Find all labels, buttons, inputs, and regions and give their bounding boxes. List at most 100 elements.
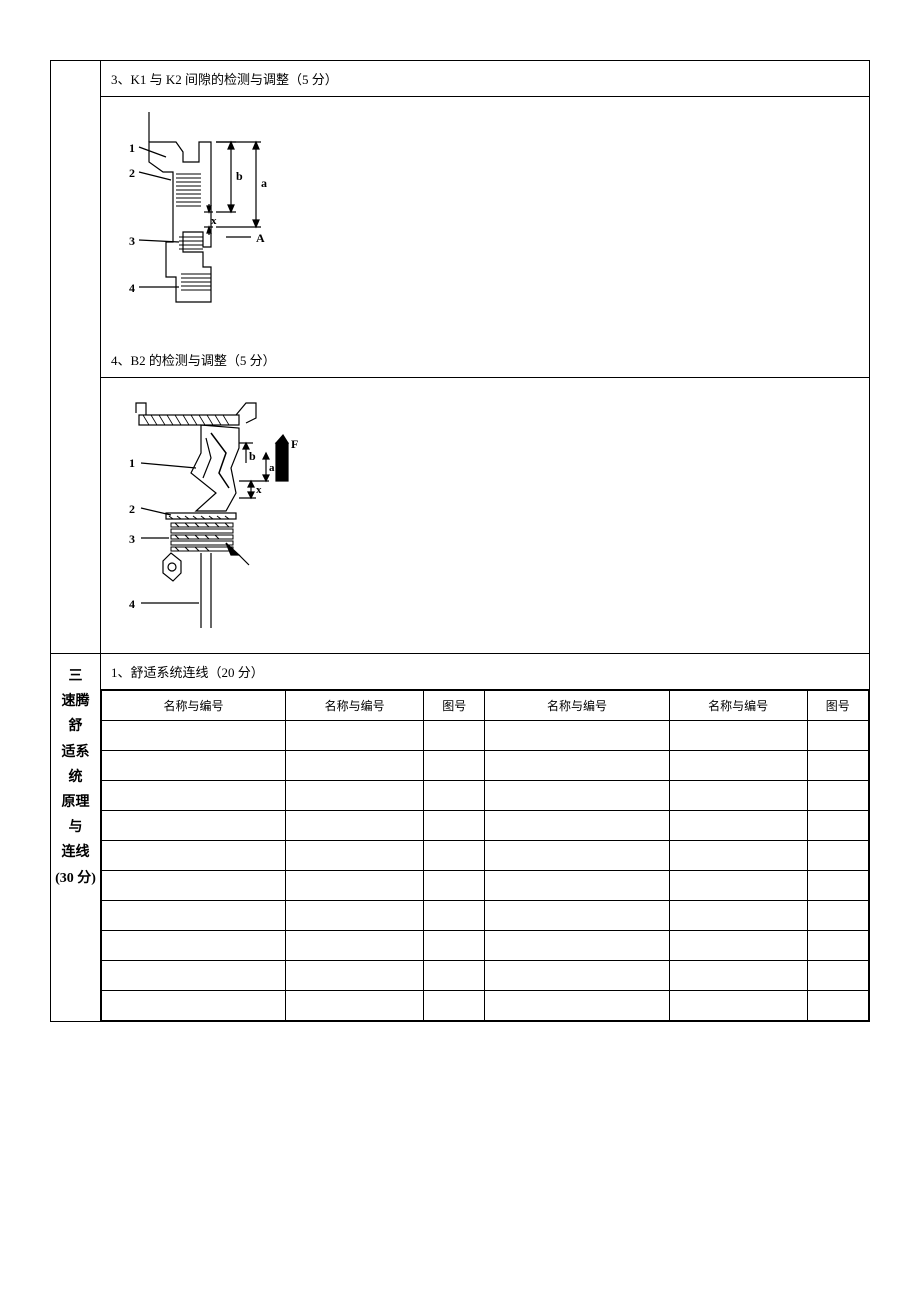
table-cell (102, 721, 286, 751)
side-line4: 原理与 (55, 790, 96, 840)
comfort-table-body (102, 721, 869, 1021)
table-cell (286, 781, 424, 811)
main-layout-table: 3、K1 与 K2 间隙的检测与调整（5 分） (50, 60, 870, 1022)
table-cell (807, 811, 868, 841)
th-fig2: 图号 (807, 691, 868, 721)
table-cell (424, 781, 485, 811)
table-row (102, 991, 869, 1021)
table-cell (485, 811, 669, 841)
side-line6: (30 分) (55, 866, 96, 891)
table-cell (286, 811, 424, 841)
side-line1: 三 (55, 664, 96, 689)
table-cell (286, 721, 424, 751)
diagram2-label-F: F (291, 437, 298, 451)
side-label-cell: 三 速腾舒 适系统 原理与 连线 (30 分) (51, 654, 101, 1022)
diagram-label-A: A (256, 231, 265, 245)
table-row (102, 931, 869, 961)
table-row (102, 841, 869, 871)
diagram-label-x: x (211, 215, 217, 227)
table-cell (286, 991, 424, 1021)
table-cell (102, 901, 286, 931)
table-cell (807, 871, 868, 901)
comfort-system-title: 1、舒适系统连线（20 分） (101, 654, 869, 690)
diagram-label-3: 3 (129, 234, 135, 248)
diagram-label-4: 4 (129, 281, 135, 295)
section-k1k2-title: 3、K1 与 K2 间隙的检测与调整（5 分） (101, 61, 869, 97)
table-cell (807, 991, 868, 1021)
table-cell (669, 841, 807, 871)
section-b2-title: 4、B2 的检测与调整（5 分） (101, 342, 869, 378)
table-cell (485, 931, 669, 961)
diagram-label-a: a (261, 176, 267, 190)
table-cell (102, 781, 286, 811)
diagram2-label-x: x (256, 484, 262, 496)
side-cell-top (51, 61, 101, 654)
table-cell (286, 871, 424, 901)
diagram2-label-b: b (249, 449, 256, 463)
table-cell (424, 931, 485, 961)
diagram-k1k2-container: 1 2 3 4 b a x A (101, 97, 869, 342)
table-cell (102, 751, 286, 781)
th-name3: 名称与编号 (485, 691, 669, 721)
th-name2: 名称与编号 (286, 691, 424, 721)
table-cell (102, 841, 286, 871)
diagram2-label-4: 4 (129, 597, 135, 611)
table-cell (669, 961, 807, 991)
comfort-system-table: 名称与编号 名称与编号 图号 名称与编号 名称与编号 图号 (101, 690, 869, 1021)
side-line2: 速腾舒 (55, 689, 96, 739)
table-cell (669, 931, 807, 961)
table-cell (424, 811, 485, 841)
diagram2-label-a: a (269, 462, 275, 474)
table-cell (424, 901, 485, 931)
table-row (102, 811, 869, 841)
content-top: 3、K1 与 K2 间隙的检测与调整（5 分） (101, 61, 870, 654)
table-cell (669, 751, 807, 781)
diagram-label-2: 2 (129, 166, 135, 180)
table-cell (286, 751, 424, 781)
table-cell (485, 991, 669, 1021)
table-cell (485, 871, 669, 901)
table-cell (424, 961, 485, 991)
diagram2-label-3: 3 (129, 532, 135, 546)
side-line3: 适系统 (55, 740, 96, 790)
table-cell (485, 901, 669, 931)
th-name4: 名称与编号 (669, 691, 807, 721)
diagram-label-b: b (236, 169, 243, 183)
table-cell (807, 961, 868, 991)
table-header-row: 名称与编号 名称与编号 图号 名称与编号 名称与编号 图号 (102, 691, 869, 721)
side-line5: 连线 (55, 840, 96, 865)
table-cell (286, 931, 424, 961)
diagram-b2-container: 1 2 3 4 b a x F (101, 378, 869, 653)
table-cell (102, 991, 286, 1021)
diagram-label-1: 1 (129, 141, 135, 155)
table-cell (102, 871, 286, 901)
table-cell (669, 781, 807, 811)
table-cell (807, 931, 868, 961)
table-cell (424, 991, 485, 1021)
table-cell (807, 901, 868, 931)
table-cell (669, 721, 807, 751)
diagram2-label-2: 2 (129, 502, 135, 516)
table-cell (669, 871, 807, 901)
table-row (102, 901, 869, 931)
table-cell (669, 811, 807, 841)
table-row (102, 751, 869, 781)
table-cell (485, 721, 669, 751)
table-cell (424, 841, 485, 871)
table-cell (807, 721, 868, 751)
diagram-b2: 1 2 3 4 b a x F (111, 393, 341, 633)
comfort-content: 1、舒适系统连线（20 分） 名称与编号 名称与编号 图号 名称与编号 名称与编… (101, 654, 870, 1022)
th-fig1: 图号 (424, 691, 485, 721)
table-cell (669, 991, 807, 1021)
table-cell (102, 931, 286, 961)
table-cell (807, 841, 868, 871)
table-cell (807, 751, 868, 781)
table-row (102, 871, 869, 901)
table-cell (424, 721, 485, 751)
table-cell (286, 901, 424, 931)
table-cell (485, 751, 669, 781)
table-cell (286, 841, 424, 871)
table-cell (102, 811, 286, 841)
table-cell (424, 751, 485, 781)
table-cell (807, 781, 868, 811)
